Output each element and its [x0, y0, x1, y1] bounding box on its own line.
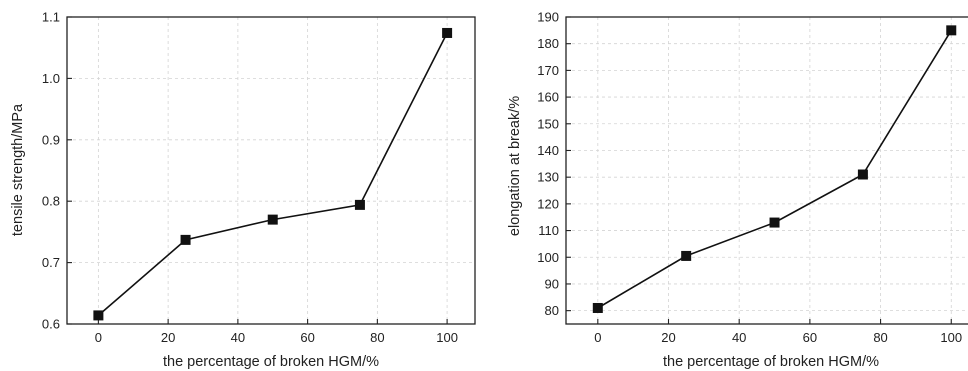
data-point-marker — [769, 217, 780, 228]
gridlines — [67, 16, 475, 324]
y-tick-label: 150 — [537, 116, 559, 131]
data-point-marker — [180, 234, 191, 245]
y-tick-label: 120 — [537, 196, 559, 211]
x-tick-label: 40 — [732, 330, 746, 345]
ticks: 0 20 40 60 80 100 80 90 100 110 120 130 140 150 160 170… — [537, 10, 962, 346]
y-tick-label: 1.1 — [42, 10, 60, 25]
y-axis-label: elongation at break/% — [507, 96, 523, 236]
y-tick-label: 140 — [537, 143, 559, 158]
y-tick-label: 90 — [545, 276, 559, 291]
gridlines — [566, 16, 968, 324]
x-tick-label: 0 — [594, 330, 601, 345]
data-point-marker — [946, 25, 957, 36]
x-tick-label: 20 — [161, 330, 175, 345]
x-tick-label: 100 — [940, 330, 962, 345]
x-axis-label: the percentage of broken HGM/% — [663, 354, 879, 370]
x-tick-label: 80 — [873, 330, 887, 345]
y-tick-label: 180 — [537, 36, 559, 51]
series-line — [97, 32, 448, 317]
y-tick-label: 190 — [537, 10, 559, 25]
x-tick-label: 20 — [661, 330, 675, 345]
series — [592, 25, 957, 313]
chart-elongation-at-break: 0 20 40 60 80 100 80 90 100 110 120 130 140 150 160 170… — [507, 10, 968, 370]
data-point-marker — [442, 27, 453, 38]
plot-frame — [66, 16, 476, 325]
data-point-marker — [857, 169, 868, 180]
y-tick-label: 170 — [537, 63, 559, 78]
y-tick-label: 110 — [538, 223, 559, 238]
x-axis-label: the percentage of broken HGM/% — [163, 354, 379, 370]
series — [93, 27, 453, 321]
y-tick-label: 80 — [545, 303, 559, 318]
y-tick-label: 130 — [537, 170, 559, 185]
x-tick-label: 40 — [231, 330, 245, 345]
data-point-marker — [93, 310, 104, 321]
chart-tensile-strength: 0 20 40 60 80 100 0.6 0.7 0.8 0.9 1.0 1.1 the perce… — [10, 10, 476, 370]
x-tick-label: 60 — [300, 330, 314, 345]
series-line — [597, 29, 952, 309]
ticks: 0 20 40 60 80 100 0.6 0.7 0.8 0.9 1.0 1.1 — [42, 10, 458, 346]
y-tick-label: 0.7 — [42, 255, 60, 270]
y-axis-label: tensile strength/MPa — [10, 103, 26, 236]
x-tick-label: 60 — [803, 330, 817, 345]
y-tick-label: 100 — [537, 250, 559, 265]
y-tick-label: 1.0 — [42, 71, 60, 86]
y-tick-label: 0.9 — [42, 132, 60, 147]
y-tick-label: 0.6 — [42, 317, 60, 332]
plot-frame — [565, 16, 968, 325]
data-point-marker — [592, 302, 603, 313]
x-tick-label: 100 — [436, 330, 458, 345]
x-tick-label: 80 — [370, 330, 384, 345]
data-point-marker — [354, 199, 365, 210]
data-point-marker — [681, 250, 692, 261]
y-tick-label: 0.8 — [42, 194, 60, 209]
x-tick-label: 0 — [95, 330, 102, 345]
y-tick-label: 160 — [537, 90, 559, 105]
data-point-marker — [267, 214, 278, 225]
